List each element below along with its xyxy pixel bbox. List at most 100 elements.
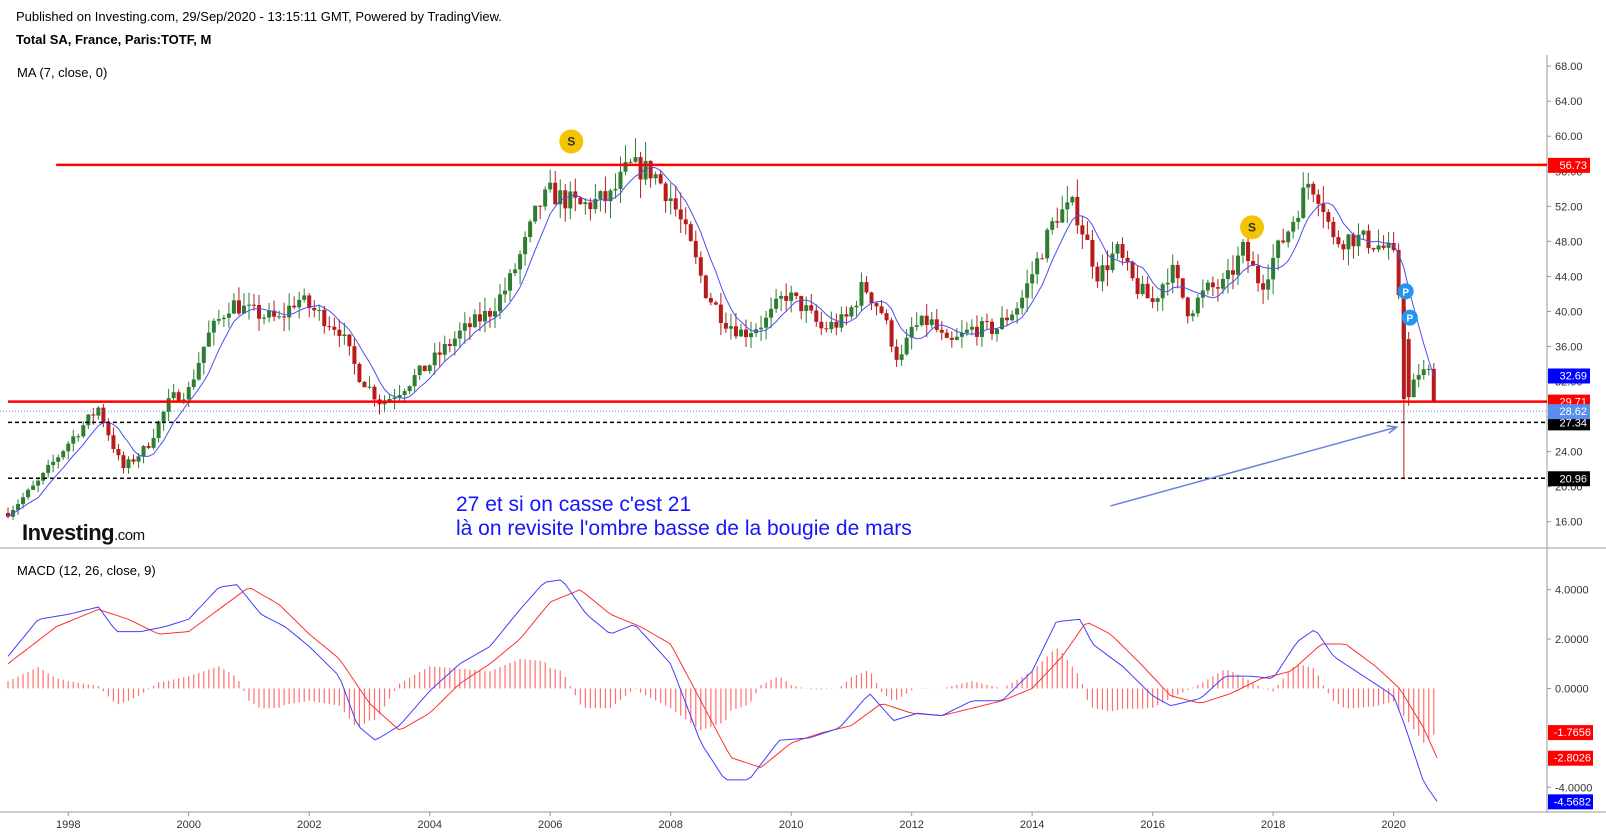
candle-body — [1080, 225, 1085, 235]
ma-indicator-label: MA (7, close, 0) — [17, 65, 108, 80]
candle-body — [603, 191, 608, 202]
candle-body — [1195, 297, 1200, 314]
candle-body — [1401, 307, 1406, 400]
candle-body — [683, 219, 688, 225]
candle-body — [598, 191, 603, 199]
candle-body — [131, 459, 136, 462]
candle-body — [743, 329, 748, 338]
candle-body — [749, 333, 754, 338]
candle-body — [417, 365, 422, 376]
candle-body — [151, 438, 156, 448]
candle-body — [859, 282, 864, 306]
candle-body — [166, 398, 171, 412]
level-price-label: 20.96 — [1559, 473, 1587, 485]
candle-body — [412, 375, 417, 387]
candle-body — [979, 321, 984, 337]
candle-body — [613, 189, 618, 191]
candle-body — [297, 299, 302, 308]
candle-body — [272, 310, 277, 317]
candle-body — [698, 257, 703, 276]
candle-body — [241, 305, 246, 314]
candle-body — [1351, 234, 1356, 247]
candle-body — [1356, 234, 1361, 247]
level-price-label: 56.73 — [1559, 160, 1587, 172]
candle-body — [1341, 244, 1346, 250]
candle-body — [372, 386, 377, 400]
candle-body — [302, 295, 307, 300]
candle-body — [1256, 265, 1261, 284]
candle-body — [312, 308, 317, 311]
candle-body — [367, 386, 372, 388]
candle-body — [1381, 245, 1386, 248]
candle-body — [1336, 237, 1341, 245]
candle-body — [21, 497, 26, 505]
candle-body — [347, 334, 352, 347]
candle-body — [26, 489, 31, 498]
time-tick-label: 2010 — [779, 819, 803, 830]
macd-price-tag-label: -1.7656 — [1554, 727, 1591, 739]
macd-price-tag-label: -2.8026 — [1554, 753, 1591, 765]
candle-body — [1015, 308, 1020, 315]
candle-body — [638, 157, 643, 180]
candle-body — [984, 321, 989, 323]
candle-body — [402, 391, 407, 396]
candle-body — [146, 445, 151, 448]
candle-body — [789, 292, 794, 301]
candle-body — [257, 304, 262, 319]
candle-body — [578, 197, 583, 205]
price-tag-label: 28.62 — [1559, 406, 1587, 418]
candle-body — [362, 381, 367, 388]
candle-body — [533, 205, 538, 222]
time-tick-label: 2006 — [538, 819, 562, 830]
candle-body — [206, 332, 211, 347]
candle-body — [81, 425, 86, 437]
candle-body — [673, 198, 678, 210]
candle-body — [1040, 258, 1045, 260]
candle-body — [216, 319, 221, 321]
candle-body — [1281, 240, 1286, 243]
price-tag — [1548, 368, 1590, 384]
candle-body — [814, 310, 819, 322]
candle-body — [472, 314, 477, 328]
candle-body — [548, 182, 553, 190]
candle-body — [1205, 282, 1210, 291]
candle-body — [924, 315, 929, 325]
macd-price-tag — [1548, 750, 1593, 766]
candle-body — [1210, 282, 1215, 288]
time-tick-label: 2002 — [297, 819, 321, 830]
candle-body — [779, 295, 784, 299]
symbol-title: Total SA, France, Paris:TOTF, M — [16, 32, 212, 47]
macd-price-tag — [1548, 725, 1593, 741]
candle-body — [16, 504, 21, 511]
candle-body — [528, 221, 533, 238]
candle-body — [769, 308, 774, 318]
candle-body — [618, 171, 623, 190]
candle-body — [136, 456, 141, 462]
candle-body — [226, 313, 231, 318]
candle-body — [939, 329, 944, 333]
candle-body — [804, 305, 809, 312]
candle-body — [658, 174, 663, 184]
candle-body — [738, 329, 743, 337]
candle-body — [322, 309, 327, 327]
candle-body — [1175, 264, 1180, 279]
time-tick-label: 2004 — [417, 819, 441, 830]
macd-tick-label: 0.0000 — [1555, 683, 1589, 695]
macd-tick-label: -4.0000 — [1555, 782, 1592, 794]
candle-body — [1155, 298, 1160, 302]
candle-body — [121, 455, 126, 469]
candle-body — [1120, 244, 1125, 258]
macd-tick-label: 4.0000 — [1555, 585, 1589, 597]
candle-body — [1316, 194, 1321, 204]
candle-body — [1276, 240, 1281, 258]
marker-letter: P — [1407, 314, 1414, 325]
candle-body — [211, 320, 216, 333]
candle-body — [899, 354, 904, 360]
price-tick-label: 64.00 — [1555, 96, 1583, 108]
candle-body — [66, 443, 71, 452]
candle-body — [633, 157, 638, 162]
candle-body — [201, 346, 206, 363]
candle-body — [1215, 287, 1220, 289]
candle-body — [292, 305, 297, 308]
candle-body — [352, 346, 357, 364]
